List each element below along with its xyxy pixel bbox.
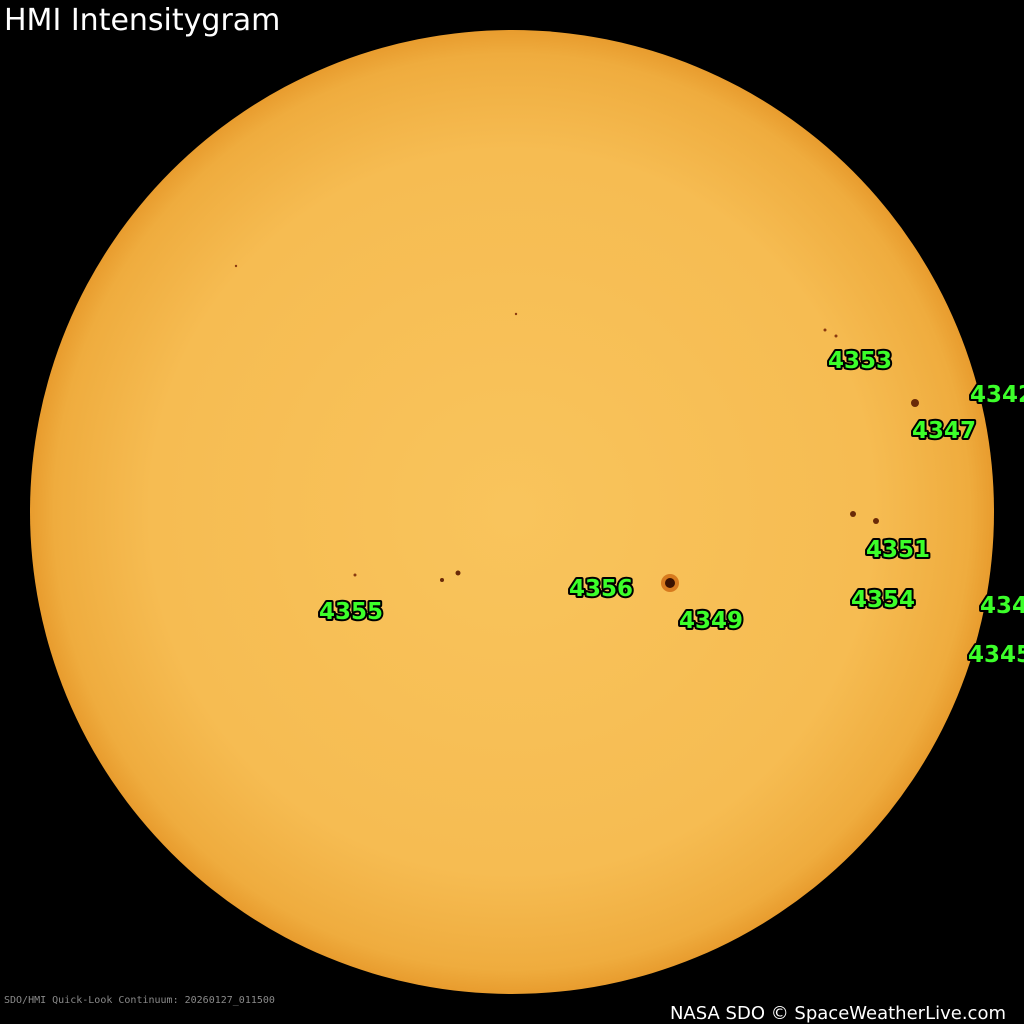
region-label: 434 (980, 593, 1024, 619)
source-caption: SDO/HMI Quick-Look Continuum: 20260127_0… (4, 995, 275, 1006)
region-label: 4349 (679, 608, 743, 634)
region-label: 4347 (912, 418, 976, 444)
region-label: 4342 (970, 382, 1024, 408)
region-label: 4355 (319, 599, 383, 625)
region-label: 4356 (569, 576, 633, 602)
sunspots (234, 264, 919, 592)
region-label: 4354 (851, 587, 915, 613)
solar-disc (30, 30, 994, 994)
region-label: 4351 (866, 537, 930, 563)
credit: NASA SDO © SpaceWeatherLive.com (670, 1003, 1006, 1024)
region-label: 4353 (828, 348, 892, 374)
region-label: 4345 (968, 642, 1024, 668)
title: HMI Intensitygram (4, 3, 280, 38)
